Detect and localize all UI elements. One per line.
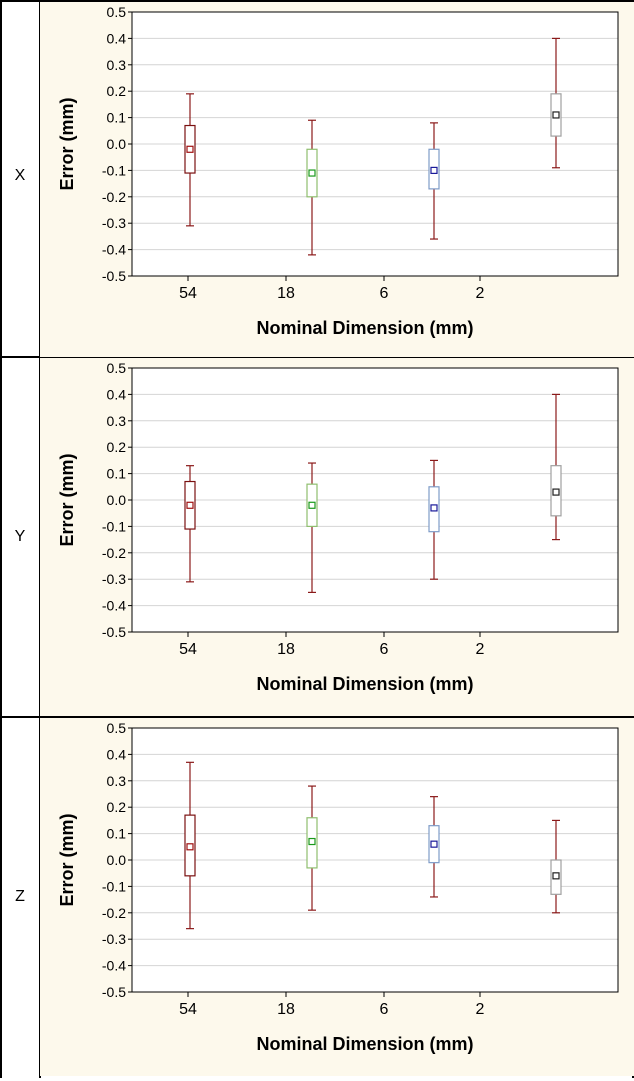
x-axis-label: Nominal Dimension (mm) (256, 674, 473, 694)
mean-marker-54 (186, 145, 194, 153)
mean-marker-6 (430, 840, 438, 848)
x-axis-label: Nominal Dimension (mm) (256, 1034, 473, 1054)
mean-marker-18 (308, 837, 316, 846)
y-tick-label: -0.3 (102, 571, 126, 587)
y-tick-label: -0.1 (102, 518, 126, 534)
y-tick-label: 0.3 (107, 413, 127, 429)
x-tick-label: 2 (476, 1001, 485, 1018)
y-tick-label: -0.5 (102, 268, 126, 284)
x-tick-label: 18 (277, 285, 295, 302)
x-tick-label: 18 (277, 641, 295, 658)
y-tick-label: -0.2 (102, 189, 126, 205)
y-tick-label: 0.4 (107, 30, 127, 46)
row-z: Z 0.5 0.4 0.3 0.2 0.1 0.0 -0.1 -0.2 -0.3 -0.4 -0.5… (0, 718, 634, 1076)
box-chart-z: 0.5 0.4 0.3 0.2 0.1 0.0 -0.1 -0.2 -0.3 -0.4 -0.5 54… (40, 718, 634, 1076)
y-tick-label: -0.1 (102, 878, 126, 894)
y-tick-label: 0.4 (107, 746, 127, 762)
row-x: X 0.5 0.4 0.3 0.2 0.1 0.0 -0.1 -0.2 -0.3 -0.4 -0.5… (0, 2, 634, 357)
y-tick-label: -0.5 (102, 984, 126, 1000)
mean-marker-6 (430, 166, 438, 174)
y-tick-label: 0.2 (107, 439, 127, 455)
mean-marker-2 (552, 111, 560, 119)
y-tick-label: -0.5 (102, 624, 126, 640)
y-tick-label: -0.3 (102, 215, 126, 231)
y-tick-label: 0.0 (107, 852, 127, 868)
y-tick-label: 0.5 (107, 360, 127, 376)
box-chart-x: 0.5 0.4 0.3 0.2 0.1 0.0 -0.1 -0.2 -0.3 -0.4 -0.5 54… (40, 2, 634, 357)
row-label-x: X (14, 167, 26, 184)
y-axis-label: Error (mm) (57, 97, 77, 190)
y-tick-label: -0.4 (102, 958, 126, 974)
x-tick-label: 2 (476, 285, 485, 302)
mean-marker-6 (430, 504, 438, 512)
mean-marker-2 (552, 872, 560, 880)
y-tick-label: 0.4 (107, 386, 127, 402)
x-axis-label: Nominal Dimension (mm) (256, 318, 473, 338)
y-tick-label: -0.1 (102, 162, 126, 178)
y-tick-label: 0.1 (107, 466, 127, 482)
x-tick-label: 2 (476, 641, 485, 658)
y-tick-label: 0.5 (107, 4, 127, 20)
y-tick-label: -0.4 (102, 242, 126, 258)
y-tick-label: 0.3 (107, 773, 127, 789)
x-tick-label: 6 (380, 285, 389, 302)
x-tick-label: 18 (277, 1001, 295, 1018)
y-tick-label: 0.0 (107, 492, 127, 508)
y-axis-label: Error (mm) (57, 813, 77, 906)
y-tick-label: -0.2 (102, 545, 126, 561)
x-tick-label: 54 (179, 641, 197, 658)
mean-marker-18 (308, 169, 316, 177)
plot-border (131, 727, 619, 993)
mean-marker-2 (552, 488, 560, 496)
y-tick-label: 0.5 (107, 720, 127, 736)
plot-border (131, 11, 619, 277)
x-tick-label: 6 (380, 641, 389, 658)
y-tick-label: -0.2 (102, 905, 126, 921)
mean-marker-54 (186, 843, 194, 851)
y-tick-label: 0.1 (107, 826, 127, 842)
mean-marker-54 (186, 501, 194, 509)
chart-cell-y: 0.5 0.4 0.3 0.2 0.1 0.0 -0.1 -0.2 -0.3 -0.4 -0.5 54… (40, 358, 634, 716)
plot-border (131, 367, 619, 633)
y-tick-label: -0.4 (102, 598, 126, 614)
row-y: Y 0.5 0.4 0.3 0.2 0.1 0.0 -0.1 -0.2 -0.3 -0.4 -0.5… (0, 358, 634, 716)
chart-cell-z: 0.5 0.4 0.3 0.2 0.1 0.0 -0.1 -0.2 -0.3 -0.4 -0.5 54… (40, 718, 634, 1076)
mean-marker-18 (308, 501, 316, 509)
y-tick-label: 0.1 (107, 110, 127, 126)
y-tick-label: 0.0 (107, 136, 127, 152)
row-label-z: Z (15, 888, 25, 905)
chart-cell-x: 0.5 0.4 0.3 0.2 0.1 0.0 -0.1 -0.2 -0.3 -0.4 -0.5 54… (40, 2, 634, 357)
x-tick-label: 6 (380, 1001, 389, 1018)
y-tick-label: 0.2 (107, 799, 127, 815)
row-label-y: Y (14, 528, 26, 545)
x-tick-label: 54 (179, 1001, 197, 1018)
y-tick-label: -0.3 (102, 931, 126, 947)
y-tick-label: 0.3 (107, 57, 127, 73)
x-tick-label: 54 (179, 285, 197, 302)
box-chart-y: 0.5 0.4 0.3 0.2 0.1 0.0 -0.1 -0.2 -0.3 -0.4 -0.5 54… (40, 358, 634, 716)
y-axis-label: Error (mm) (57, 453, 77, 546)
y-tick-label: 0.2 (107, 83, 127, 99)
